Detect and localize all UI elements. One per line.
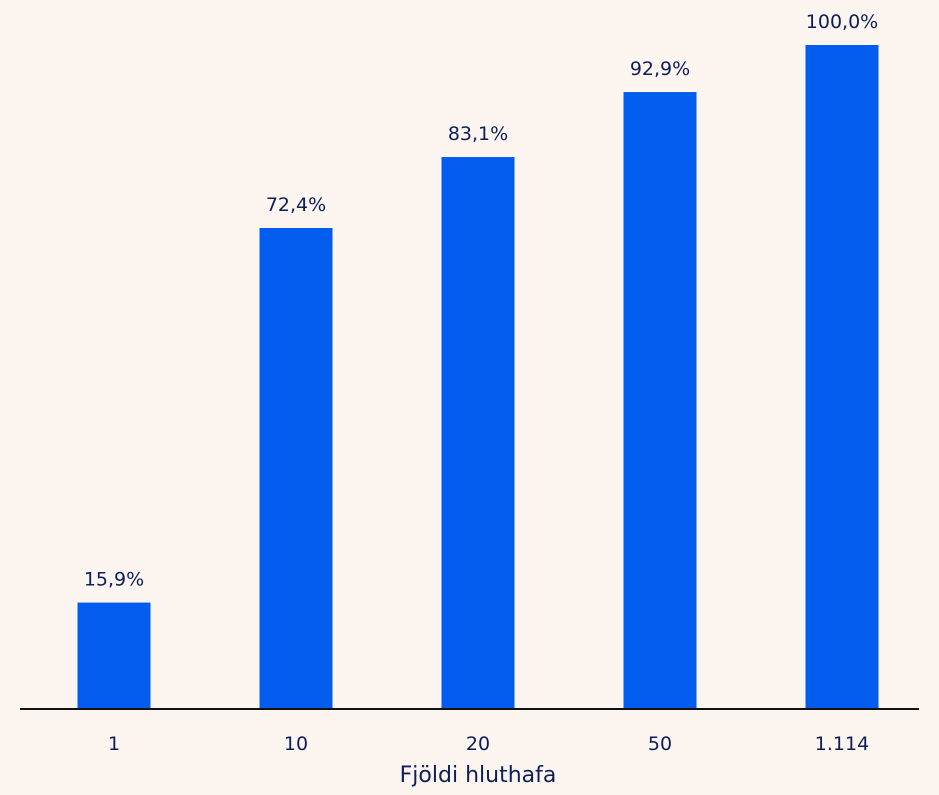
x-tick-label-2: 10 (284, 733, 308, 755)
data-labels-group: 15,9% 72,4% 83,1% 92,9% 100,0% (84, 11, 878, 591)
data-label-1: 15,9% (84, 569, 144, 591)
x-tick-label-5: 1.114 (815, 733, 869, 755)
x-axis-title: Fjöldi hluthafa (400, 763, 557, 788)
bar-3 (441, 157, 515, 708)
bar-2 (259, 227, 333, 708)
bars-group (77, 45, 879, 708)
x-tick-label-3: 20 (466, 733, 490, 755)
bar-5 (805, 45, 879, 708)
data-label-3: 83,1% (448, 123, 508, 145)
x-tick-labels-group: 1 10 20 50 1.114 (108, 733, 869, 755)
bar-4 (623, 92, 697, 708)
data-label-4: 92,9% (630, 58, 690, 80)
data-label-2: 72,4% (266, 194, 326, 216)
x-tick-label-4: 50 (648, 733, 672, 755)
bar-1 (77, 602, 151, 708)
x-tick-label-1: 1 (108, 733, 120, 755)
data-label-5: 100,0% (806, 11, 878, 33)
